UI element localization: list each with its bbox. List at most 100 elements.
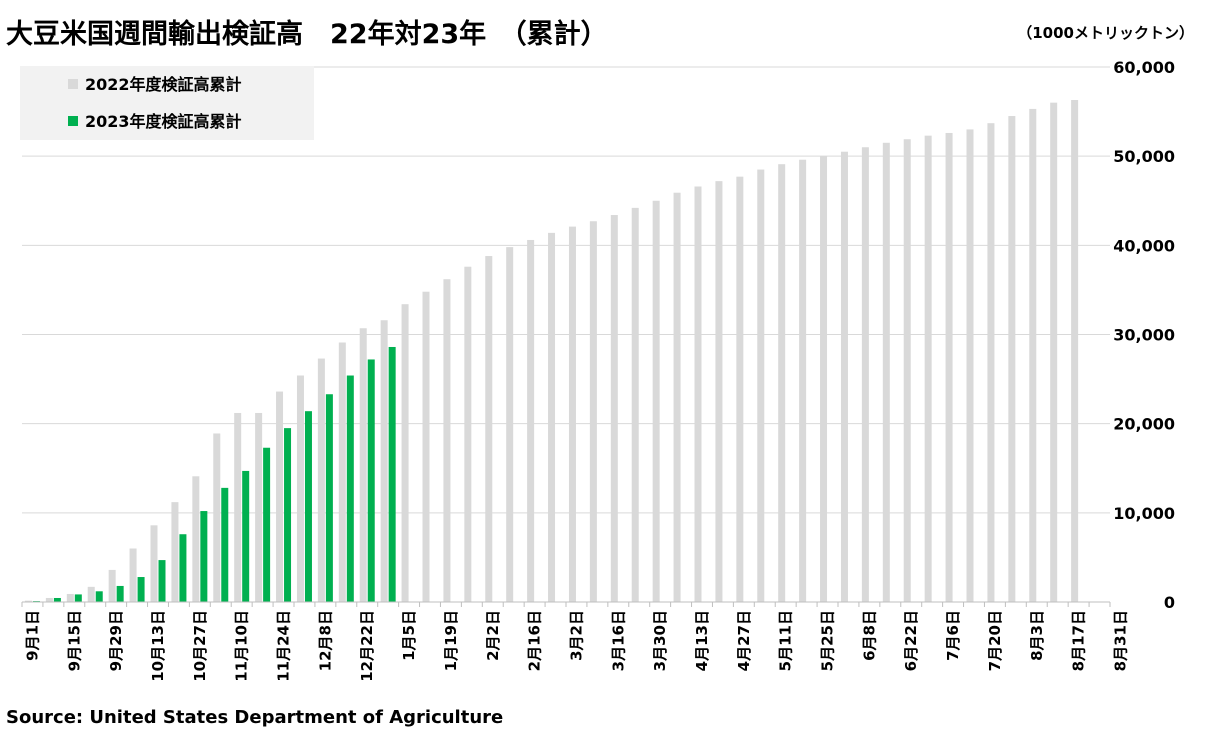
- bar-2022: [192, 476, 200, 602]
- x-tick-label: 3月30日: [651, 610, 669, 671]
- bar-2022: [861, 147, 869, 602]
- bar-2022: [380, 320, 388, 602]
- bar-2022: [987, 123, 995, 603]
- bar-2022: [1029, 108, 1037, 603]
- x-tick-label: 12月22日: [358, 610, 376, 682]
- bar-2023: [74, 594, 82, 602]
- bar-2022: [610, 215, 618, 602]
- bar-2022: [45, 597, 53, 602]
- legend-label-2023: 2023年度検証高累計: [85, 112, 242, 131]
- bar-2022: [276, 391, 284, 602]
- x-tick-label: 10月27日: [191, 610, 209, 682]
- source-note: Source: United States Department of Agri…: [6, 707, 504, 728]
- bar-2023: [53, 597, 61, 602]
- bars: [24, 99, 1079, 603]
- bar-2023: [388, 346, 396, 602]
- y-tick-label: 10,000: [1113, 504, 1175, 523]
- x-tick-label: 9月15日: [65, 610, 83, 671]
- bar-2022: [903, 139, 911, 602]
- bar-2023: [221, 487, 229, 602]
- y-tick-label: 60,000: [1113, 58, 1175, 77]
- bar-2022: [652, 200, 660, 602]
- x-tick-label: 5月11日: [777, 610, 795, 671]
- bar-2022: [234, 412, 242, 602]
- x-axis: 9月1日 9月15日 9月29日 10月13日 10月27日 11月10日 11月24日 12…: [21, 601, 1129, 682]
- bar-2022: [966, 129, 974, 602]
- bar-2023: [242, 470, 250, 602]
- x-tick-label: 2月2日: [484, 610, 502, 661]
- x-tick-label: 11月24日: [275, 610, 293, 682]
- bar-2022: [359, 328, 367, 602]
- bar-2022: [317, 358, 325, 602]
- x-tick-label: 3月16日: [609, 610, 627, 671]
- unit-label: （1000メトリックトン）: [1017, 24, 1194, 42]
- bar-2022: [66, 593, 74, 602]
- bar-2022: [840, 151, 848, 603]
- x-tick-label: 6月8日: [860, 610, 878, 661]
- bar-2022: [129, 548, 137, 602]
- y-tick-label: 0: [1164, 593, 1175, 612]
- bar-2022: [213, 433, 221, 602]
- bar-2022: [1008, 116, 1016, 603]
- legend-swatch-2023: [68, 116, 78, 126]
- bar-2022: [150, 525, 158, 602]
- bar-2022: [924, 135, 932, 603]
- bar-2022: [589, 221, 597, 602]
- bar-2022: [715, 181, 723, 602]
- bar-2023: [137, 577, 145, 602]
- bar-2023: [116, 585, 124, 602]
- x-tick-label: 2月16日: [526, 610, 544, 671]
- bar-2022: [736, 176, 744, 603]
- x-tick-label: 8月31日: [1111, 610, 1129, 671]
- x-tick-label: 1月5日: [400, 610, 418, 661]
- y-tick-label: 40,000: [1113, 236, 1175, 255]
- bar-2022: [108, 569, 116, 602]
- bar-2023: [95, 591, 103, 602]
- legend-background: [20, 66, 314, 140]
- bar-2022: [694, 186, 702, 602]
- bar-2022: [1071, 99, 1079, 602]
- bar-2022: [24, 600, 32, 602]
- bar-2023: [200, 511, 208, 602]
- bar-2022: [882, 142, 890, 602]
- y-tick-label: 20,000: [1113, 415, 1175, 434]
- bar-2022: [422, 291, 430, 602]
- bar-2022: [338, 342, 346, 602]
- bar-2022: [820, 156, 828, 602]
- bar-2022: [443, 279, 451, 602]
- x-tick-label: 3月2日: [567, 610, 585, 661]
- bar-2022: [945, 132, 953, 602]
- bar-2022: [296, 375, 304, 602]
- legend-label-2022: 2022年度検証高累計: [85, 75, 242, 94]
- bar-2023: [346, 375, 354, 602]
- y-tick-label: 50,000: [1113, 147, 1175, 166]
- bar-2023: [263, 447, 271, 602]
- bar-2022: [778, 164, 786, 603]
- x-tick-label: 5月25日: [819, 610, 837, 671]
- x-tick-label: 12月8日: [316, 610, 334, 671]
- bar-2023: [367, 359, 375, 602]
- bar-2022: [255, 412, 263, 602]
- x-tick-label: 7月6日: [944, 610, 962, 661]
- bar-2022: [1050, 102, 1058, 603]
- chart-title: 大豆米国週間輸出検証高 22年対23年 （累計）: [6, 19, 608, 50]
- x-tick-label: 7月20日: [986, 610, 1004, 671]
- bar-2022: [527, 239, 535, 602]
- legend-swatch-2022: [68, 79, 78, 89]
- bar-2022: [171, 502, 179, 602]
- bar-2022: [548, 232, 556, 602]
- x-tick-label: 11月10日: [233, 610, 251, 682]
- bar-2022: [757, 169, 765, 602]
- bar-2022: [673, 192, 681, 602]
- bar-2023: [325, 394, 333, 602]
- x-tick-label: 4月13日: [693, 610, 711, 671]
- bar-2023: [304, 411, 312, 602]
- y-tick-label: 30,000: [1113, 326, 1175, 345]
- bar-2023: [284, 428, 292, 602]
- x-tick-label: 8月3日: [1028, 610, 1046, 661]
- x-tick-label: 4月27日: [735, 610, 753, 671]
- bar-2022: [87, 586, 95, 602]
- bar-2022: [401, 304, 409, 602]
- y-axis: 0 10,000 20,000 30,000 40,000 50,000 60,000: [1113, 58, 1175, 612]
